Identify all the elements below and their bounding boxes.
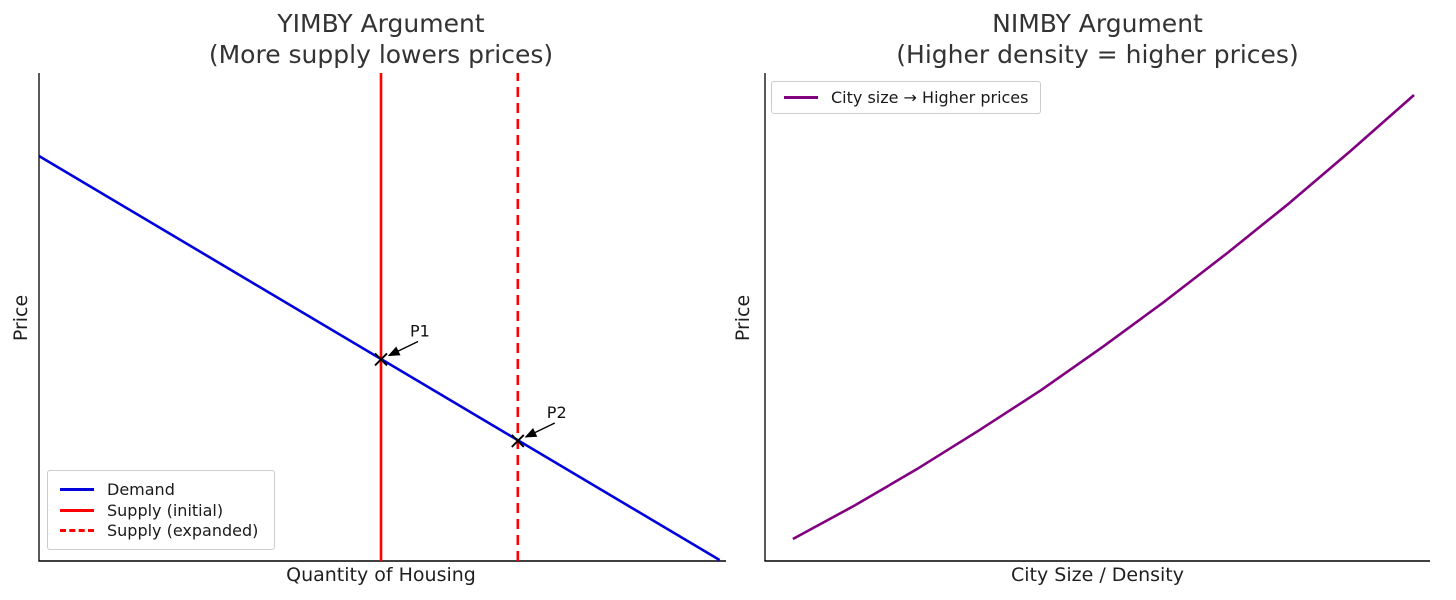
nimby-title-line2: (Higher density = higher prices) xyxy=(896,40,1299,69)
legend-label-city-size: City size → Higher prices xyxy=(831,88,1029,107)
city-size-line-sample xyxy=(784,96,818,99)
nimby-legend: City size → Higher prices xyxy=(771,81,1042,114)
nimby-title-line1: NIMBY Argument xyxy=(992,9,1203,38)
nimby-yaxis-label: Price xyxy=(732,294,754,342)
legend-row-demand: Demand xyxy=(60,480,262,499)
yimby-title-line2: (More supply lowers prices) xyxy=(208,40,554,69)
legend-label-demand: Demand xyxy=(107,480,175,499)
annotation-arrow-p1 xyxy=(387,340,419,357)
yimby-plot-area: P1 P2 xyxy=(38,73,721,562)
yimby-title-line1: YIMBY Argument xyxy=(277,9,485,38)
yimby-yaxis-label: Price xyxy=(10,294,32,342)
supply-expanded-line-sample xyxy=(60,529,94,532)
x-marker-p1 xyxy=(374,352,388,367)
legend-label-supply-initial: Supply (initial) xyxy=(107,500,224,520)
legend-row-supply-initial: Supply (initial) xyxy=(60,501,262,520)
nimby-title: NIMBY Argument (Higher density = higher … xyxy=(765,8,1430,70)
legend-row-supply-expanded: Supply (expanded) xyxy=(60,521,262,540)
demand-line-sample xyxy=(60,488,94,491)
annotation-label-p1: P1 xyxy=(410,321,430,340)
yimby-title: YIMBY Argument (More supply lowers price… xyxy=(39,8,723,70)
yimby-legend: Demand Supply (initial) Supply (expanded… xyxy=(47,470,275,550)
annotation-arrow-p2 xyxy=(524,422,556,438)
legend-label-supply-expanded: Supply (expanded) xyxy=(107,521,259,540)
nimby-plot-area xyxy=(792,94,1415,541)
annotation-label-p2: P2 xyxy=(547,403,567,422)
x-marker-p2 xyxy=(511,434,525,448)
series-city-size-higher-prices xyxy=(792,94,1415,541)
legend-row-city-size: City size → Higher prices xyxy=(784,88,1028,107)
nimby-xaxis-label: City Size / Density xyxy=(1011,564,1184,586)
supply-initial-line-sample xyxy=(60,508,94,512)
yimby-xaxis-label: Quantity of Housing xyxy=(286,564,476,586)
